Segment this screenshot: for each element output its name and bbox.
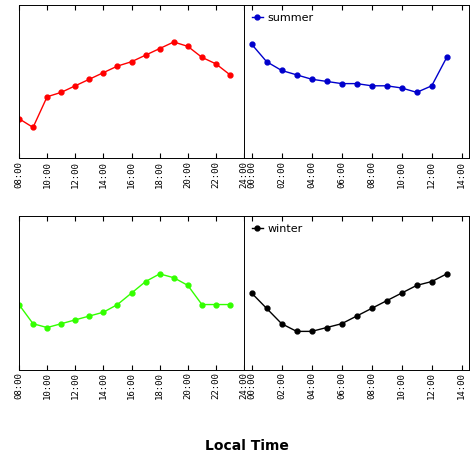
Legend: summer: summer: [250, 10, 316, 25]
Legend: winter: winter: [250, 222, 305, 237]
Text: Local Time: Local Time: [205, 438, 288, 453]
